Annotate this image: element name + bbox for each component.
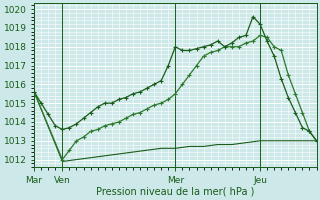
- X-axis label: Pression niveau de la mer( hPa ): Pression niveau de la mer( hPa ): [96, 187, 254, 197]
